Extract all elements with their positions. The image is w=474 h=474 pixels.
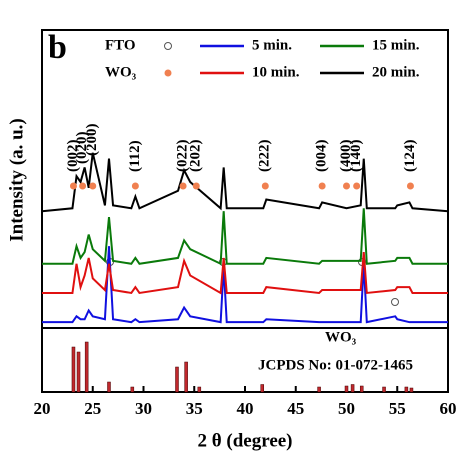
peak-label: (004) xyxy=(314,140,330,173)
legend-label: WO₃ xyxy=(105,64,137,80)
x-tick-label: 30 xyxy=(135,399,152,418)
x-tick-label: 35 xyxy=(186,399,203,418)
peak-label: (222) xyxy=(257,140,273,173)
legend-label: 10 min. xyxy=(252,64,300,80)
x-tick-label: 45 xyxy=(287,399,304,418)
reference-bar xyxy=(359,385,364,393)
wo3-marker xyxy=(179,182,187,190)
reference-bar xyxy=(71,346,76,393)
peak-label: (140) xyxy=(348,140,364,173)
wo3-marker xyxy=(89,182,97,190)
series-line xyxy=(41,152,449,213)
peak-label: (002) xyxy=(65,140,81,173)
plot-frame xyxy=(41,29,449,393)
reference-bar xyxy=(130,386,135,393)
reference-name: JCPDS No: 01-072-1465 xyxy=(258,357,413,373)
reference-bar xyxy=(107,381,111,393)
wo3-marker xyxy=(406,182,414,190)
reference-bar xyxy=(184,361,188,393)
wo3-marker xyxy=(353,182,361,190)
reference-bar xyxy=(317,386,321,393)
reference-bar xyxy=(409,387,414,393)
peak-label: (124) xyxy=(402,140,418,173)
y-axis-label: Intensity (a. u.) xyxy=(6,118,27,242)
series-line xyxy=(42,208,448,266)
reference-bar xyxy=(84,341,89,393)
fto-marker xyxy=(164,42,172,50)
legend-label: 15 min. xyxy=(372,37,420,53)
x-tick-label: 25 xyxy=(84,399,101,418)
x-tick-label: 50 xyxy=(338,399,355,418)
reference-bar xyxy=(197,386,202,393)
reference-bar xyxy=(344,385,349,393)
peak-label: (202) xyxy=(188,140,204,173)
legend-label: 20 min. xyxy=(372,64,420,80)
x-tick-label: 40 xyxy=(237,399,254,418)
wo3-marker xyxy=(261,182,269,190)
reference-bar xyxy=(350,384,355,393)
x-tick-label: 20 xyxy=(34,399,51,418)
reference-bar xyxy=(175,366,179,393)
reference-bar xyxy=(382,386,386,393)
wo3-marker xyxy=(318,182,326,190)
legend-label: 5 min. xyxy=(252,37,292,53)
wo3-marker xyxy=(164,69,172,77)
peak-label: (400) xyxy=(338,140,354,173)
wo3-marker xyxy=(192,182,200,190)
peak-label: (022) xyxy=(175,140,191,173)
peak-label: (200) xyxy=(84,124,100,157)
fto-marker xyxy=(391,298,399,306)
wo3-marker xyxy=(131,182,139,190)
wo3-marker xyxy=(69,182,77,190)
x-axis-label: 2 θ (degree) xyxy=(197,430,292,451)
series-line xyxy=(42,252,448,295)
x-tick-label: 60 xyxy=(440,399,457,418)
peak-label: (112) xyxy=(127,140,143,172)
wo3-marker xyxy=(79,182,87,190)
reference-bar xyxy=(404,386,409,393)
reference-bar xyxy=(76,351,81,393)
x-tick-label: 55 xyxy=(389,399,406,418)
legend-label: FTO xyxy=(105,37,136,53)
series-line xyxy=(42,246,448,324)
peak-label: (020) xyxy=(74,132,90,165)
panel-label: b xyxy=(48,29,67,66)
reference-bar xyxy=(260,384,265,393)
reference-label: WO₃ xyxy=(325,329,357,345)
wo3-marker xyxy=(343,182,350,190)
